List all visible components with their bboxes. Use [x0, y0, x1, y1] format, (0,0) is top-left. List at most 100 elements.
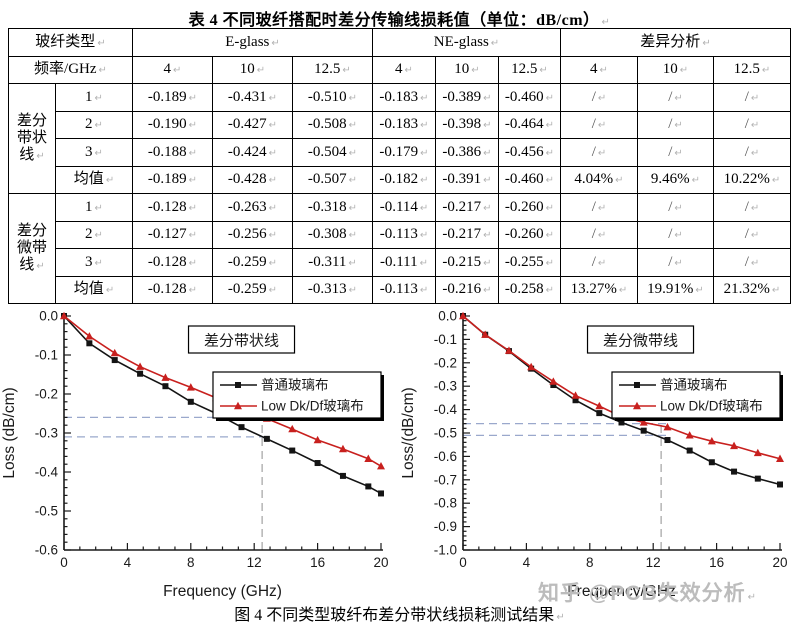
cell-text: / — [591, 116, 596, 133]
triangle-marker — [776, 454, 784, 462]
y-tick-label: -0.6 — [35, 543, 58, 558]
pilcrow-mark: ↵ — [674, 230, 683, 242]
value-cell: -0.256 ↵ — [212, 220, 293, 249]
value-cell: 21.32% ↵ — [713, 275, 791, 304]
table-row: 差分微带线 ↵ 1 ↵ -0.128 ↵ -0.263 ↵ -0.318 ↵ -0.114 ↵ -0.2… — [8, 193, 791, 304]
table-title: 表 4 不同玻纤搭配时差分传输线损耗值（单位：dB/cm） ↵ — [0, 6, 799, 30]
value-cell: 4.04% ↵ — [560, 165, 638, 194]
cell-text: -0.179 — [379, 143, 419, 160]
cell-text: / — [591, 88, 596, 105]
value-cell: -0.128 ↵ — [132, 193, 213, 222]
x-tick-label: 4 — [124, 555, 132, 570]
value-cell: -0.263 ↵ — [212, 193, 293, 222]
cell-text: -0.427 — [227, 116, 267, 133]
pilcrow-mark: ↵ — [545, 92, 555, 104]
pilcrow-mark: ↵ — [750, 120, 760, 132]
table-row: 3 ↵ -0.188 ↵ -0.424 ↵ -0.504 ↵ -0.179 ↵ -0.386 ↵ -0.… — [9, 138, 791, 167]
cell-text: E-glass — [225, 33, 270, 50]
value-cell: -0.260 ↵ — [498, 220, 561, 249]
cell-text: -0.259 — [227, 253, 267, 270]
cell-text: -0.113 — [379, 226, 418, 243]
cell-text: 2 — [85, 226, 93, 243]
y-tick-label: 0.0 — [39, 309, 58, 324]
triangle-marker — [85, 332, 94, 340]
y-tick-label: -0.2 — [434, 355, 457, 370]
cell-text: / — [744, 253, 749, 270]
y-tick-label: -0.7 — [434, 472, 457, 487]
pilcrow-mark: ↵ — [483, 147, 492, 159]
triangle-marker — [527, 362, 536, 371]
pilcrow-mark: ↵ — [691, 175, 701, 187]
square-marker — [640, 427, 647, 434]
square-marker — [289, 447, 296, 454]
triangle-marker — [60, 311, 68, 320]
triangle-marker — [753, 448, 762, 457]
pilcrow-mark: ↵ — [674, 202, 683, 214]
cell-text: -0.431 — [227, 88, 267, 105]
pilcrow-mark: ↵ — [348, 175, 358, 187]
value-cell: -0.113 ↵ — [372, 275, 436, 304]
pilcrow-mark: ↵ — [545, 147, 555, 159]
cell-text: -0.428 — [227, 171, 267, 188]
header-cell: 4 ↵ — [560, 55, 638, 84]
value-cell: -0.255 ↵ — [498, 248, 561, 277]
x-tick-label: 8 — [187, 555, 195, 570]
cell-text: -0.111 — [379, 253, 418, 270]
pilcrow-mark: ↵ — [94, 147, 103, 159]
triangle-marker — [549, 377, 558, 385]
square-marker — [263, 435, 270, 442]
pilcrow-mark: ↵ — [256, 65, 266, 77]
pilcrow-mark: ↵ — [747, 592, 758, 603]
cell-text: 1 — [85, 88, 93, 105]
cell-text: / — [591, 143, 596, 160]
legend-label: 普通玻璃布 — [261, 377, 329, 393]
value-cell: -0.189 ↵ — [132, 83, 213, 112]
pilcrow-mark: ↵ — [750, 202, 760, 214]
pilcrow-mark: ↵ — [750, 147, 760, 159]
pilcrow-mark: ↵ — [771, 175, 781, 187]
x-tick-label: 16 — [310, 555, 325, 570]
triangle-marker — [663, 422, 672, 431]
value-cell: / ↵ — [560, 110, 638, 139]
value-cell: -0.127 ↵ — [132, 220, 213, 249]
watermark-text: 知乎 @PCB失效分析 — [538, 582, 746, 605]
pilcrow-mark: ↵ — [268, 257, 278, 269]
cell-text: -0.113 — [379, 281, 418, 298]
cell-text: -0.398 — [442, 116, 482, 133]
pilcrow-mark: ↵ — [483, 175, 492, 187]
value-cell: / ↵ — [713, 193, 791, 222]
cell-text: 差分微带线 — [16, 222, 47, 274]
y-tick-label: -0.5 — [434, 426, 457, 441]
cell-text: -0.127 — [147, 226, 187, 243]
pilcrow-mark: ↵ — [348, 202, 358, 214]
value-cell: 19.91% ↵ — [637, 275, 714, 304]
cell-text: -0.217 — [442, 198, 482, 215]
chart-microstrip: 0 4 8 12 16 20 0.0 -0.1 -0.2 -0.3 -0.4 -0.5 -0.6 -0.7… — [399, 306, 798, 602]
row-label: 均值 ↵ — [55, 275, 133, 304]
y-tick-label: -0.1 — [35, 348, 58, 363]
square-marker — [314, 460, 321, 467]
pilcrow-mark: ↵ — [419, 202, 429, 214]
cell-text: 10.22% — [723, 171, 770, 188]
triangle-marker — [459, 311, 467, 320]
pilcrow-mark: ↵ — [597, 230, 607, 242]
cell-text: 4 — [590, 61, 598, 78]
chart-stripline: 0 4 8 12 16 20 0.0 -0.1 -0.2 -0.3 -0.4 -0.5 -0.6 Freq… — [0, 306, 399, 602]
row-label: 2 ↵ — [55, 220, 133, 249]
pilcrow-mark: ↵ — [94, 230, 103, 242]
value-cell: / ↵ — [713, 110, 791, 139]
cell-text: -0.510 — [307, 88, 347, 105]
pilcrow-mark: ↵ — [97, 37, 106, 49]
table-row: 差分带状线 ↵ 1 ↵ -0.189 ↵ -0.431 ↵ -0.510 ↵ -0.183 ↵ -0.3… — [8, 83, 791, 194]
value-cell: -0.260 ↵ — [498, 193, 561, 222]
pilcrow-mark: ↵ — [188, 257, 198, 269]
pilcrow-mark: ↵ — [404, 65, 413, 77]
cell-text: 10 — [454, 61, 470, 78]
y-tick-label: -0.6 — [434, 449, 457, 464]
header-cell: 12.5 ↵ — [498, 55, 561, 84]
pilcrow-mark: ↵ — [597, 120, 607, 132]
value-cell: / ↵ — [560, 83, 638, 112]
table-row: 均值 ↵ -0.189 ↵ -0.428 ↵ -0.507 ↵ -0.182 ↵ -0.391 ↵ -0… — [9, 165, 791, 194]
cell-text: 差分带状线 — [16, 112, 47, 164]
value-cell: -0.217 ↵ — [435, 193, 499, 222]
